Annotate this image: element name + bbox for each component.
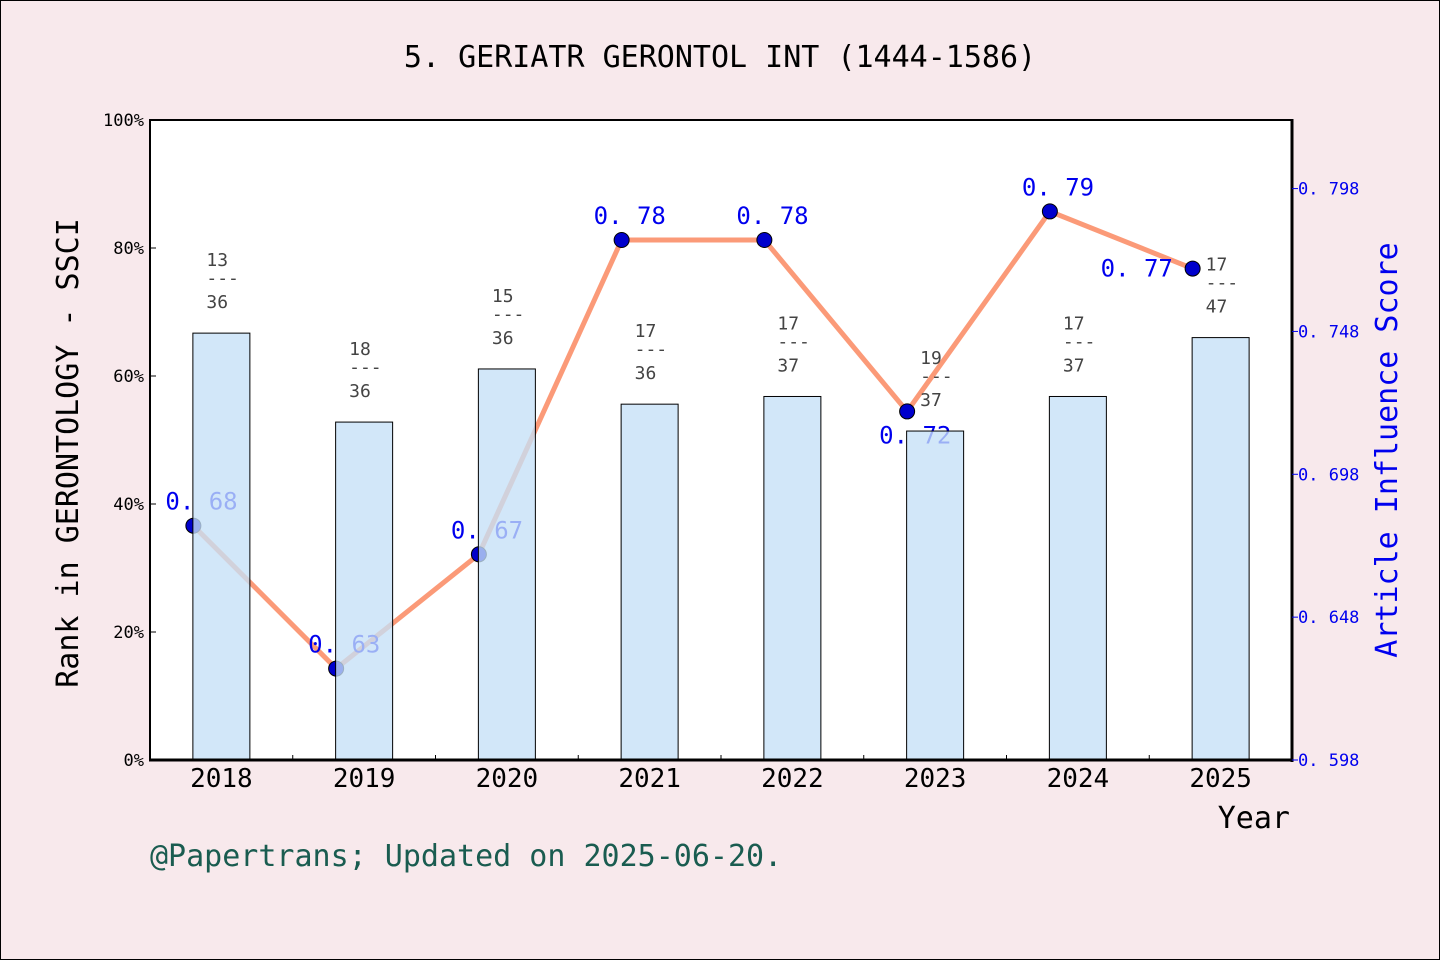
right-tick-label: 0. 748 bbox=[1298, 322, 1359, 342]
right-tick-label: 0. 648 bbox=[1298, 608, 1359, 628]
rank-total-label: 37 bbox=[777, 355, 799, 376]
rank-total-label: 36 bbox=[206, 292, 228, 313]
rank-divider: --- bbox=[635, 339, 668, 360]
x-tick-label: 2024 bbox=[1047, 764, 1110, 794]
rank-label: 17 bbox=[1063, 313, 1085, 334]
ais-value-label: 0. 78 bbox=[594, 202, 666, 230]
left-tick-label: 100% bbox=[103, 111, 144, 131]
rank-bar bbox=[620, 403, 679, 761]
x-tick-label: 2018 bbox=[190, 764, 253, 794]
x-tick-label: 2022 bbox=[761, 764, 824, 794]
left-tick-label: 20% bbox=[113, 623, 144, 643]
rank-divider: --- bbox=[1063, 331, 1096, 352]
rank-bar bbox=[192, 332, 251, 761]
ais-point bbox=[756, 232, 773, 248]
ais-point bbox=[1184, 260, 1201, 277]
rank-divider: --- bbox=[777, 331, 810, 352]
left-tick-label: 40% bbox=[113, 495, 144, 515]
left-tick-label: 60% bbox=[113, 367, 144, 387]
y-axis-left-label: Rank in GERONTOLOGY - SSCI bbox=[51, 218, 86, 688]
rank-label: 19 bbox=[920, 348, 942, 369]
ais-value-label: 0. 79 bbox=[1022, 173, 1094, 201]
rank-divider: --- bbox=[1206, 273, 1239, 294]
right-tick-label: 0. 698 bbox=[1298, 465, 1359, 485]
rank-label: 17 bbox=[1206, 255, 1228, 276]
ais-point bbox=[899, 403, 916, 420]
rank-label: 15 bbox=[492, 286, 514, 307]
rank-divider: --- bbox=[349, 357, 382, 378]
rank-bar bbox=[1191, 337, 1250, 761]
right-tick-label: 0. 798 bbox=[1298, 180, 1359, 200]
rank-label: 13 bbox=[206, 250, 228, 271]
x-tick-label: 2019 bbox=[333, 764, 396, 794]
rank-total-label: 37 bbox=[920, 390, 942, 411]
chart-title: 5. GERIATR GERONTOL INT (1444-1586) bbox=[404, 40, 1036, 75]
ais-point bbox=[1041, 203, 1058, 220]
rank-bar bbox=[477, 368, 536, 761]
x-tick-label: 2023 bbox=[904, 764, 967, 794]
ais-value-label: 0. 77 bbox=[1101, 255, 1173, 283]
rank-divider: --- bbox=[492, 304, 525, 325]
footer-credit: @Papertrans; Updated on 2025-06-20. bbox=[150, 839, 782, 874]
ais-point bbox=[613, 232, 630, 248]
rank-bar bbox=[763, 395, 822, 761]
rank-label: 17 bbox=[777, 313, 799, 334]
rank-total-label: 47 bbox=[1206, 297, 1228, 318]
x-tick-label: 2021 bbox=[618, 764, 681, 794]
y-axis-right-label: Article Influence Score bbox=[1370, 242, 1405, 657]
ais-value-label: 0. 78 bbox=[736, 202, 808, 230]
rank-total-label: 36 bbox=[635, 363, 657, 384]
left-tick-label: 0% bbox=[124, 751, 144, 771]
rank-total-label: 36 bbox=[349, 381, 371, 402]
x-tick-label: 2020 bbox=[476, 764, 539, 794]
x-axis-label: Year bbox=[1218, 801, 1290, 836]
plot-area bbox=[150, 120, 1292, 760]
rank-divider: --- bbox=[920, 366, 953, 387]
rank-label: 17 bbox=[635, 321, 657, 342]
left-tick-label: 80% bbox=[113, 239, 144, 259]
rank-bar bbox=[335, 421, 394, 761]
rank-bar bbox=[1048, 395, 1107, 761]
right-tick-label: 0. 598 bbox=[1298, 751, 1359, 771]
rank-label: 18 bbox=[349, 339, 371, 360]
rank-total-label: 36 bbox=[492, 328, 514, 349]
rank-divider: --- bbox=[206, 268, 239, 289]
x-tick-label: 2025 bbox=[1189, 764, 1252, 794]
rank-total-label: 37 bbox=[1063, 355, 1085, 376]
rank-bar bbox=[906, 430, 965, 761]
